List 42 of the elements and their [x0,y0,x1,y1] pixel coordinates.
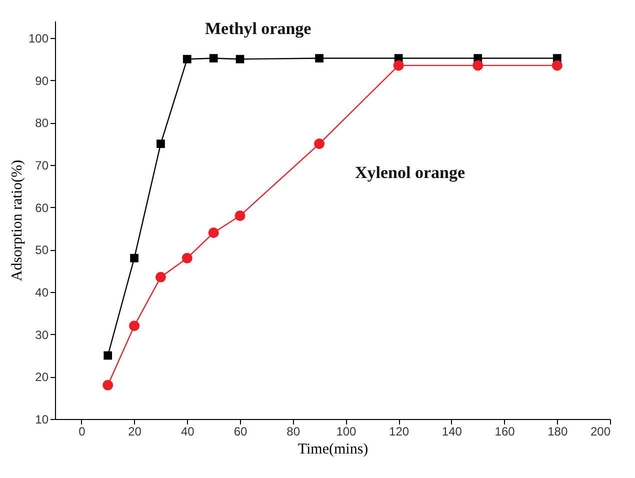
y-axis-title: Adsorption ratio(%) [9,160,26,282]
x-tick-label: 140 [442,424,462,438]
point [208,227,219,238]
y-tick-label: 60 [35,200,49,215]
y-tick-label: 50 [35,243,49,258]
point [472,60,484,71]
point [552,60,562,71]
x-tick-label: 0 [78,424,86,438]
x-tick-label: 60 [234,424,248,438]
series-label: Methyl orange [205,19,312,38]
point [129,320,140,332]
point [155,272,166,282]
point [182,252,192,264]
x-tick-label: 80 [286,424,300,438]
x-tick-label: 160 [494,424,516,438]
text: Xylenol orange [355,163,466,182]
point [314,138,325,150]
y-tick-label: 20 [35,370,49,384]
point [156,140,165,148]
y-tick-label: 10 [35,412,49,426]
y-tick-label: 30 [35,328,49,342]
point [236,54,244,64]
y-tick-label: 90 [35,74,49,88]
x-tick-label: 180 [548,424,568,438]
y-tick-label: 70 [35,158,49,172]
point [234,210,246,221]
point [102,380,114,390]
point [209,54,218,62]
x-tick-label: 20 [128,424,142,438]
point [182,54,192,64]
point [393,60,404,71]
point [104,351,112,360]
x-tick-label: 40 [180,424,195,438]
point [315,54,324,62]
x-axis-title: Time(mins) [298,442,368,458]
y-tick-label: 80 [35,116,49,130]
y-tick-label: 40 [35,285,49,300]
x-tick-label: 100 [336,424,357,438]
y-tick-label: 100 [28,31,49,46]
x-tick-label: 120 [389,424,410,438]
point [130,254,138,262]
x-tick-label: 200 [590,424,611,438]
